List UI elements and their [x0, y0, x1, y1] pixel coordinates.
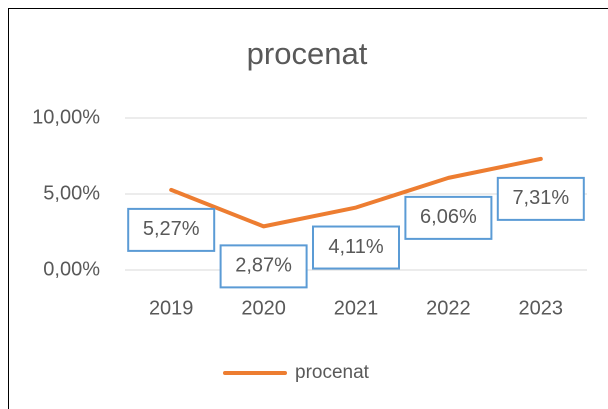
- data-label-box: [312, 225, 400, 270]
- x-tick-label: 2023: [519, 297, 564, 319]
- data-label-box: [496, 176, 585, 221]
- data-label-box: [219, 244, 308, 289]
- data-label: 4,11%: [328, 236, 383, 258]
- data-label: 5,27%: [143, 218, 200, 240]
- data-label-box: [127, 207, 216, 252]
- x-tick-label: 2019: [149, 297, 194, 319]
- x-tick-label: 2022: [426, 297, 471, 319]
- y-tick-label: 10,00%: [32, 106, 100, 128]
- data-label-box: [404, 195, 493, 240]
- chart-title: procenat: [247, 36, 368, 71]
- data-label: 7,31%: [512, 187, 569, 209]
- data-label: 6,06%: [420, 206, 477, 228]
- y-tick-label: 5,00%: [43, 182, 100, 204]
- line: [169, 156, 543, 229]
- y-tick-label: 0,00%: [43, 258, 100, 280]
- x-tick-label: 2021: [334, 297, 379, 319]
- x-tick-label: 2020: [241, 297, 286, 319]
- legend-label: procenat: [295, 362, 370, 383]
- data-label: 2,87%: [235, 255, 292, 277]
